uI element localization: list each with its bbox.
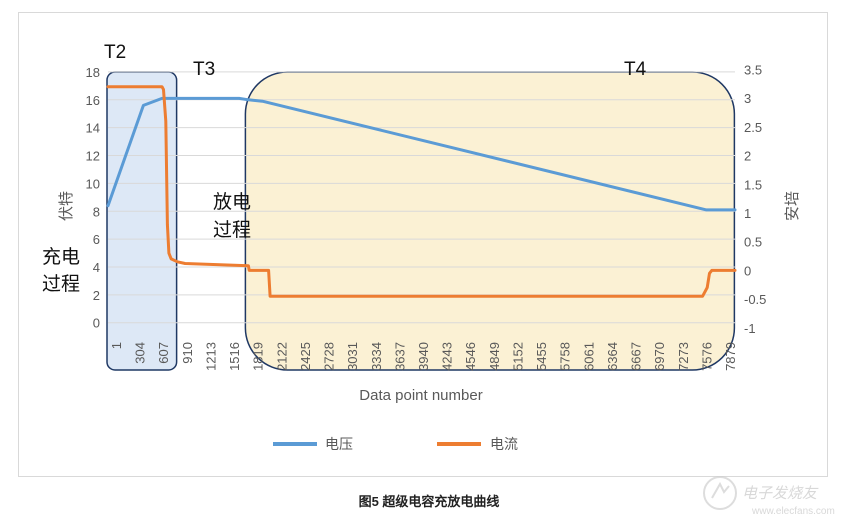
- annotation-discharge-1: 放电: [213, 191, 251, 213]
- left-axis-ticks: 0 2 4 6 8 10 12 14 16 18: [86, 65, 100, 331]
- x-tick-label: 7273: [676, 342, 691, 371]
- y-right-tick-label: 0: [744, 263, 751, 278]
- x-tick-label: 6970: [652, 342, 667, 371]
- x-tick-label: 3031: [345, 342, 360, 371]
- x-tick-label: 607: [156, 342, 171, 364]
- highlight-regions: [106, 71, 736, 371]
- x-tick-label: 304: [133, 342, 148, 364]
- annotation-charge-2: 过程: [42, 273, 80, 295]
- x-tick-label: 3637: [392, 342, 407, 371]
- series-lines: [106, 85, 737, 298]
- x-tick-label: 3334: [369, 342, 384, 371]
- x-tick-label: 4849: [487, 342, 502, 371]
- x-axis-label: Data point number: [359, 387, 482, 404]
- x-tick-label: 2122: [274, 342, 289, 371]
- x-tick-label: 1: [109, 342, 124, 349]
- x-axis-ticks: 1 304 607 910 1213 1516 1819 2122 2425 2728 3031 33…: [109, 342, 738, 371]
- x-tick-label: 1213: [203, 342, 218, 371]
- y-right-tick-label: 2: [744, 149, 751, 164]
- x-tick-label: 6061: [581, 342, 596, 371]
- watermark-url: www.elecfans.com: [751, 506, 835, 517]
- series-line-current: [106, 85, 737, 298]
- x-tick-label: 6667: [629, 342, 644, 371]
- x-tick-label: 910: [180, 342, 195, 364]
- x-tick-label: 7879: [723, 342, 738, 371]
- y-right-tick-label: 3.5: [744, 62, 762, 77]
- y-axis-right-label: 安培: [784, 191, 801, 221]
- y-right-tick-label: -0.5: [744, 292, 766, 307]
- y-right-tick-label: 1: [744, 206, 751, 221]
- x-tick-label: 4546: [463, 342, 478, 371]
- series-line-voltage: [106, 96, 737, 212]
- y-left-tick-label: 16: [86, 93, 100, 108]
- watermark-text: 电子发烧友: [742, 485, 819, 502]
- annotation-t4: T4: [624, 59, 647, 80]
- y-left-tick-label: 0: [93, 316, 100, 331]
- legend-label-current: 电流: [490, 436, 518, 452]
- y-left-tick-label: 14: [86, 121, 100, 136]
- y-left-tick-label: 8: [93, 204, 100, 219]
- annotation-charge-1: 充电: [42, 246, 80, 268]
- gridlines: [108, 71, 735, 324]
- x-tick-label: 2425: [298, 342, 313, 371]
- y-left-tick-label: 18: [86, 65, 100, 80]
- y-left-tick-label: 12: [86, 149, 100, 164]
- x-tick-label: 1516: [227, 342, 242, 371]
- y-right-tick-label: 3: [744, 91, 751, 106]
- y-axis-left-label: 伏特: [58, 191, 75, 221]
- y-right-tick-label: -1: [744, 321, 756, 336]
- y-left-tick-label: 4: [93, 260, 100, 275]
- x-tick-label: 5758: [558, 342, 573, 371]
- annotation-discharge-2: 过程: [213, 219, 251, 241]
- y-left-tick-label: 2: [93, 288, 100, 303]
- y-right-tick-label: 2.5: [744, 120, 762, 135]
- highlight-region-t4: [244, 71, 736, 371]
- y-left-tick-label: 10: [86, 176, 100, 191]
- x-tick-label: 5455: [534, 342, 549, 371]
- x-tick-label: 5152: [510, 342, 525, 371]
- legend-label-voltage: 电压: [325, 436, 353, 452]
- x-tick-label: 1819: [251, 342, 266, 371]
- right-axis-ticks: -1 -0.5 0 0.5 1 1.5 2 2.5 3 3.5: [744, 62, 766, 335]
- x-tick-label: 7576: [699, 342, 714, 371]
- x-tick-label: 2728: [322, 342, 337, 371]
- watermark-logo: 电子发烧友 www.elecfans.com: [703, 476, 835, 517]
- y-left-tick-label: 6: [93, 232, 100, 247]
- x-tick-label: 4243: [440, 342, 455, 371]
- x-tick-label: 3940: [416, 342, 431, 371]
- y-right-tick-label: 1.5: [744, 177, 762, 192]
- y-right-tick-label: 0.5: [744, 235, 762, 250]
- x-tick-label: 6364: [605, 342, 620, 371]
- figure-caption: 图5 超级电容充放电曲线: [359, 494, 500, 509]
- legend: 电压 电流: [273, 436, 518, 452]
- annotation-t3: T3: [193, 59, 215, 80]
- annotation-t2: T2: [104, 42, 126, 63]
